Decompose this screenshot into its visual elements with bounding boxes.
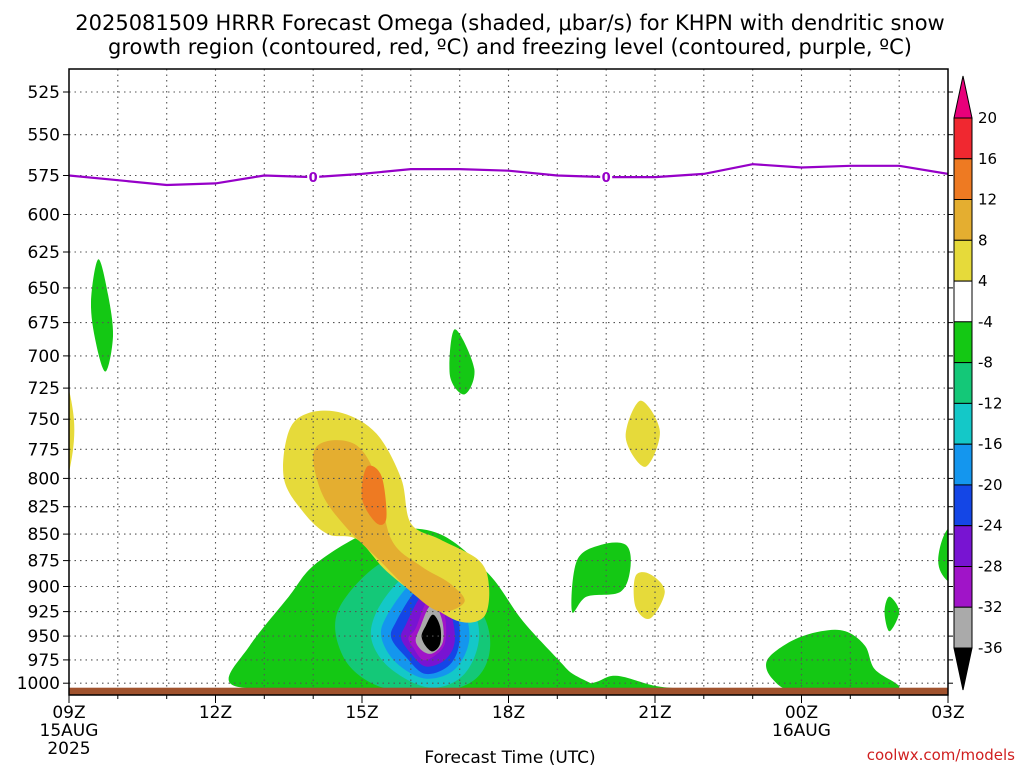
y-tick-label: 750 (28, 410, 60, 430)
freezing-level-label: 0 (309, 171, 318, 186)
y-tick-label: 850 (28, 525, 60, 545)
y-tick-label: 525 (28, 83, 60, 103)
y-tick-label: 600 (28, 206, 60, 226)
colorbar-bin (953, 443, 973, 486)
colorbar-bin (953, 158, 973, 201)
omega-region-16 (361, 465, 387, 525)
x-tick-label: 00Z (785, 703, 818, 723)
colorbar-label: -8 (978, 354, 993, 372)
y-tick-label: 650 (28, 279, 60, 299)
x-tick-year-label: 2025 (47, 739, 90, 759)
x-tick-label: 21Z (638, 703, 671, 723)
chart-title-line-2: growth region (contoured, red, ºC) and f… (108, 35, 912, 59)
colorbar-label: -12 (978, 394, 1003, 412)
colorbar-label: -16 (978, 435, 1003, 453)
omega-region-4 (625, 400, 660, 467)
y-tick-label: 1000 (17, 674, 60, 694)
colorbar-bottom-triangle (953, 647, 973, 691)
y-tick-label: 625 (28, 243, 60, 263)
y-tick-label: 875 (28, 552, 60, 572)
x-tick-label: 15Z (345, 703, 378, 723)
x-tick-date-label: 15AUG (40, 721, 99, 741)
y-tick-label: 550 (28, 126, 60, 146)
credit-text: coolwx.com/models (867, 746, 1015, 764)
colorbar-bin (953, 566, 973, 608)
colorbar-bin (953, 117, 973, 160)
colorbar-label: 8 (978, 231, 988, 249)
plot-background (69, 69, 948, 695)
x-tick-label: 09Z (52, 703, 85, 723)
colorbar-bin (953, 525, 973, 568)
omega-region-19 (766, 629, 900, 695)
freezing-label-bg (600, 169, 613, 186)
freezing-label-bg (307, 169, 320, 186)
colorbar-label: -28 (978, 558, 1003, 576)
ground-terrain (69, 687, 948, 695)
x-tick-date-label: 16AUG (772, 721, 831, 741)
y-tick-label: 700 (28, 347, 60, 367)
y-tick-label: 675 (28, 314, 60, 334)
x-tick-label: 18Z (492, 703, 525, 723)
y-axis: 525 550 575 600 625 650 675 700 725 750 775 800 825 8… (17, 83, 953, 694)
omega-region-1 (69, 389, 75, 473)
colorbar-label: 16 (978, 150, 997, 168)
colorbar-bin (953, 239, 973, 282)
y-tick-label: 825 (28, 498, 60, 518)
omega-region-13 (421, 614, 442, 652)
y-tick-label: 950 (28, 627, 60, 647)
colorbar-bin (953, 199, 973, 241)
y-tick-label: 900 (28, 578, 60, 598)
colorbar-label: -32 (978, 598, 1003, 616)
omega-region-3 (449, 329, 475, 395)
colorbar: 20 16 12 8 4 -4 -8 -12 -16 -20 -24 -28 -32 -36 (953, 75, 1003, 691)
omega-region-20 (884, 596, 900, 632)
x-tick-label: 03Z (931, 703, 964, 723)
colorbar-bin (953, 280, 973, 323)
colorbar-label: -36 (978, 639, 1003, 657)
y-tick-label: 775 (28, 440, 60, 460)
colorbar-bin (953, 362, 973, 404)
colorbar-bin (953, 321, 973, 364)
colorbar-bin (953, 606, 973, 649)
colorbar-label: 12 (978, 191, 997, 209)
omega-region-18 (633, 572, 665, 620)
colorbar-top-triangle (953, 75, 973, 119)
freezing-level-label: 0 (602, 171, 611, 186)
colorbar-label: -4 (978, 313, 993, 331)
y-tick-label: 725 (28, 379, 60, 399)
omega-shading (69, 259, 948, 695)
x-axis-label: Forecast Time (UTC) (424, 748, 595, 768)
y-tick-label: 925 (28, 603, 60, 623)
colorbar-label: 4 (978, 272, 988, 290)
grid-lines (69, 69, 948, 695)
y-tick-label: 975 (28, 651, 60, 671)
omega-region-21 (938, 528, 948, 582)
y-tick-label: 800 (28, 469, 60, 489)
x-tick-label: 12Z (199, 703, 232, 723)
y-tick-label: 575 (28, 167, 60, 187)
colorbar-label: -24 (978, 517, 1003, 535)
freezing-level-line (69, 163, 948, 187)
colorbar-label: 20 (978, 109, 997, 127)
chart-title-line-1: 2025081509 HRRR Forecast Omega (shaded, … (75, 11, 944, 35)
ground-band (69, 687, 948, 695)
colorbar-label: -20 (978, 476, 1003, 494)
omega-region-15 (313, 440, 465, 612)
colorbar-bin (953, 484, 973, 527)
omega-region-0 (90, 259, 114, 372)
colorbar-bin (953, 402, 973, 445)
